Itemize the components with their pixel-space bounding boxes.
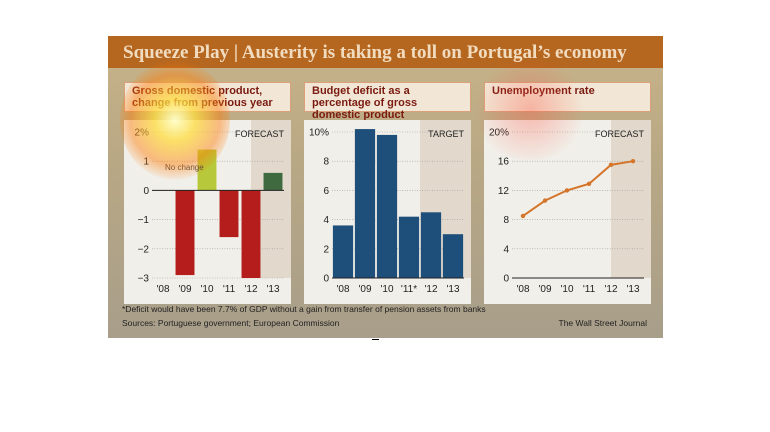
- x-tick-label: '10: [200, 284, 213, 295]
- shade-label: FORECAST: [235, 129, 285, 139]
- data-point: [630, 159, 636, 164]
- banner-separator: |: [233, 42, 239, 63]
- shade-label: FORECAST: [595, 129, 645, 139]
- bar: [219, 190, 239, 238]
- y-tick-label: 2: [323, 244, 329, 255]
- gdp-chart: FORECAST 2% 1 0 −1 −2 −3 '08 '09 '10 '11 '12 '13 No c…: [135, 120, 291, 295]
- deficit-chart-title: Budget deficit as a percentage of gross …: [304, 82, 471, 121]
- x-tick-label: '08: [516, 284, 529, 295]
- x-tick-label: '12: [244, 284, 257, 295]
- sources: Sources: Portuguese government; European…: [122, 318, 340, 328]
- x-tick-label: '08: [156, 284, 169, 295]
- x-tick-label: '09: [358, 284, 371, 295]
- bar: [398, 216, 420, 278]
- data-point: [564, 188, 570, 193]
- y-tick-label: 4: [503, 244, 509, 255]
- text-cursor: [372, 339, 379, 340]
- x-tick-label: '13: [446, 284, 459, 295]
- bar: [241, 190, 261, 278]
- y-tick-label: 6: [323, 186, 329, 197]
- unemployment-panel: Unemployment rate FORECAST 20% 16 12 8 4 0 '08 '…: [484, 82, 651, 304]
- credit: The Wall Street Journal: [558, 318, 648, 328]
- y-tick-label: 2%: [135, 128, 150, 139]
- deficit-chart: TARGET 10% 8 6 4 2 0 '08 '09 '10 '11* '12 '13: [309, 120, 471, 295]
- x-tick-label: '10: [560, 284, 573, 295]
- x-tick-label: '11*: [401, 284, 417, 295]
- bar: [332, 225, 354, 278]
- bar: [420, 212, 442, 278]
- data-point: [586, 181, 592, 187]
- deficit-panel: Budget deficit as a percentage of gross …: [304, 82, 471, 304]
- no-change-label: No change: [165, 163, 204, 172]
- bar: [175, 190, 195, 276]
- gdp-panel: Gross domestic product, change from prev…: [124, 82, 291, 304]
- y-tick-label: 10%: [309, 128, 329, 139]
- data-point: [608, 162, 614, 168]
- x-tick-label: '10: [380, 284, 393, 295]
- data-point: [542, 198, 548, 203]
- bar: [263, 172, 283, 191]
- unemployment-chart-title: Unemployment rate: [484, 82, 651, 112]
- y-tick-label: 4: [323, 215, 329, 226]
- y-tick-label: −2: [138, 244, 150, 255]
- y-tick-label: 8: [323, 157, 329, 168]
- y-tick-label: 0: [143, 186, 149, 197]
- banner-subtitle: Austerity is taking a toll on Portugal’s…: [241, 42, 627, 63]
- series-line: [522, 160, 634, 217]
- x-tick-label: '08: [336, 284, 349, 295]
- data-point: [520, 213, 526, 219]
- unemployment-chart: FORECAST 20% 16 12 8 4 0 '08 '09 '10 '11 '12 '13: [489, 120, 651, 295]
- x-tick-label: '12: [424, 284, 437, 295]
- y-tick-label: 8: [503, 215, 509, 226]
- x-tick-label: '09: [178, 284, 191, 295]
- y-tick-label: 1: [143, 157, 149, 168]
- y-tick-label: 12: [498, 186, 510, 197]
- x-tick-label: '13: [626, 284, 639, 295]
- bar: [442, 234, 464, 278]
- x-tick-label: '11: [223, 284, 236, 295]
- shade-label: TARGET: [428, 129, 464, 139]
- x-tick-label: '11: [583, 284, 596, 295]
- footnote: *Deficit would have been 7.7% of GDP wit…: [122, 304, 486, 314]
- infographic-card: Squeeze Play | Austerity is taking a tol…: [108, 36, 663, 338]
- x-tick-label: '13: [266, 284, 279, 295]
- banner: Squeeze Play | Austerity is taking a tol…: [108, 36, 663, 68]
- x-tick-label: '12: [604, 284, 617, 295]
- banner-title-main: Squeeze Play: [123, 42, 230, 63]
- banner-title: Squeeze Play | Austerity is taking a tol…: [123, 42, 627, 64]
- gdp-chart-title: Gross domestic product, change from prev…: [124, 82, 291, 112]
- y-tick-label: 0: [323, 274, 329, 285]
- y-tick-label: 20%: [489, 128, 509, 139]
- forecast-shade: [611, 120, 651, 278]
- y-tick-label: −3: [138, 274, 150, 285]
- y-tick-label: 16: [498, 157, 510, 168]
- bar: [354, 129, 376, 278]
- y-tick-label: −1: [138, 215, 150, 226]
- bar: [376, 134, 398, 278]
- y-tick-label: 0: [503, 274, 509, 285]
- x-tick-label: '09: [538, 284, 551, 295]
